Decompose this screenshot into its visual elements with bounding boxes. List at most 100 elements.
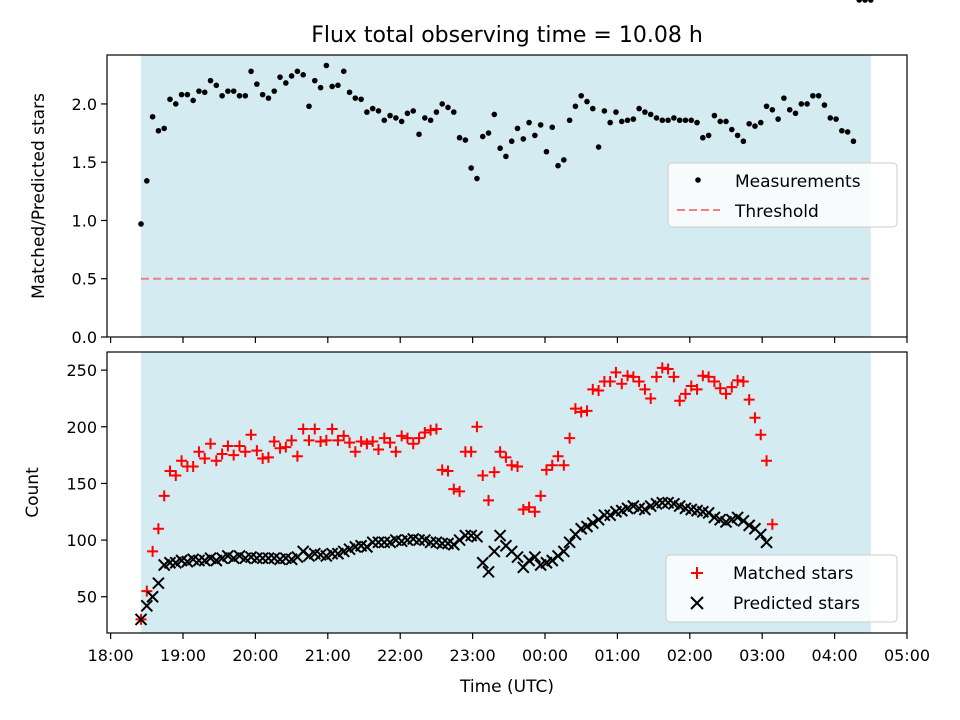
top-y-tick-label: 1.5: [72, 153, 97, 172]
matched-star-point: [511, 460, 523, 472]
measurement-point: [149, 113, 156, 120]
measurement-point: [526, 119, 532, 126]
matched-star-point: [535, 490, 547, 502]
matched-star-point: [639, 383, 651, 395]
matched-star-point: [436, 464, 448, 476]
matched-star-point: [158, 490, 170, 502]
matched-star-point: [320, 434, 332, 446]
measurement-point: [514, 125, 521, 132]
measurement-point: [613, 109, 619, 115]
predicted-star-point: [134, 613, 148, 626]
measurement-point: [387, 112, 393, 119]
predicted-star-point: [493, 529, 507, 542]
measurement-point: [862, 0, 868, 3]
predicted-star-point: [522, 554, 536, 567]
matched-star-point: [471, 421, 483, 433]
measurement-point: [503, 153, 509, 160]
matched-star-point: [656, 362, 668, 374]
measurement-point: [335, 82, 341, 89]
matched-star-point: [205, 438, 217, 450]
matched-star-point: [506, 459, 518, 471]
x-tick-label: 19:00: [160, 646, 206, 665]
measurement-point: [532, 132, 538, 139]
matched-star-point: [569, 403, 581, 415]
predicted-star-point: [372, 536, 385, 549]
measurement-point: [671, 115, 677, 121]
matched-star-point: [187, 460, 199, 472]
legend-predicted-label: Predicted stars: [733, 594, 860, 614]
matched-star-point: [147, 545, 159, 557]
matched-star-point: [367, 436, 379, 448]
measurement-point: [329, 83, 335, 90]
matched-star-point: [679, 388, 691, 400]
measurement-point: [717, 118, 724, 125]
predicted-star-point: [563, 536, 576, 549]
matched-star-point: [280, 441, 292, 453]
measurement-point: [584, 98, 590, 105]
bottom-y-axis-label: Count: [23, 467, 43, 518]
measurement-point: [804, 101, 810, 107]
measurement-point: [497, 145, 503, 152]
matched-star-point: [378, 432, 390, 444]
measurement-point: [520, 136, 527, 142]
measurement-point: [161, 125, 167, 132]
matched-star-point: [685, 380, 697, 392]
top-panel: 0.00.51.01.52.0 Matched/Predicted stars …: [29, 0, 908, 347]
measurement-point: [786, 106, 793, 113]
measurement-point: [207, 77, 214, 84]
measurement-point: [485, 130, 492, 136]
x-tick-label: 22:00: [377, 646, 423, 665]
bottom-legend-box: [665, 554, 898, 623]
matched-star-point: [407, 438, 419, 450]
matched-star-point: [413, 432, 425, 444]
matched-star-point: [743, 394, 755, 406]
predicted-star-point: [656, 496, 669, 509]
measurement-point: [468, 165, 474, 171]
top-legend-box: [667, 162, 898, 228]
legend-measurements-label: Measurements: [735, 172, 861, 192]
measurement-point: [398, 118, 405, 125]
bottom-x-axis: 18:00 19:00 20:00 21:00 22:00 23:00 00:00 01:00…: [88, 633, 930, 665]
matched-star-point: [726, 381, 738, 393]
matched-star-point: [488, 466, 500, 478]
measurement-point: [607, 119, 613, 126]
measurement-point: [723, 118, 729, 125]
measurement-point: [868, 0, 874, 3]
measurement-point: [219, 92, 225, 99]
bottom-y-tick-label: 50: [77, 588, 97, 607]
matched-star-point: [262, 451, 274, 463]
matched-star-point: [274, 442, 286, 454]
matched-star-point: [210, 455, 222, 467]
matched-star-point: [401, 432, 413, 444]
bottom-plot-frame: [106, 351, 908, 634]
matched-star-point: [477, 470, 489, 482]
bottom-legend: Matched stars Predicted stars: [665, 554, 898, 623]
x-tick-label: 02:00: [667, 646, 713, 665]
predicted-star-point: [366, 536, 379, 549]
x-axis-label: Time (UTC): [459, 677, 554, 697]
matched-star-point: [349, 446, 361, 458]
measurement-point: [798, 101, 805, 107]
top-plot-frame: [106, 54, 908, 338]
measurement-point: [810, 92, 816, 99]
predicted-star-point: [482, 565, 495, 579]
measurement-point: [572, 103, 579, 110]
x-tick-label: 23:00: [450, 646, 496, 665]
matched-star-point: [500, 451, 512, 463]
measurement-point: [474, 175, 480, 182]
predicted-star-point: [250, 552, 264, 565]
measurement-point: [595, 144, 602, 150]
measurement-point: [288, 73, 295, 79]
matched-star-point: [390, 446, 402, 458]
matched-star-point: [291, 450, 303, 462]
matched-star-point: [494, 446, 506, 458]
measurement-point: [781, 95, 787, 101]
measurement-point: [537, 122, 544, 128]
matched-star-point: [193, 446, 205, 458]
matched-star-point: [361, 438, 373, 450]
measurement-point: [381, 117, 388, 124]
matched-star-point: [315, 436, 327, 448]
x-tick-label: 20:00: [232, 646, 278, 665]
matched-star-point: [668, 371, 680, 383]
